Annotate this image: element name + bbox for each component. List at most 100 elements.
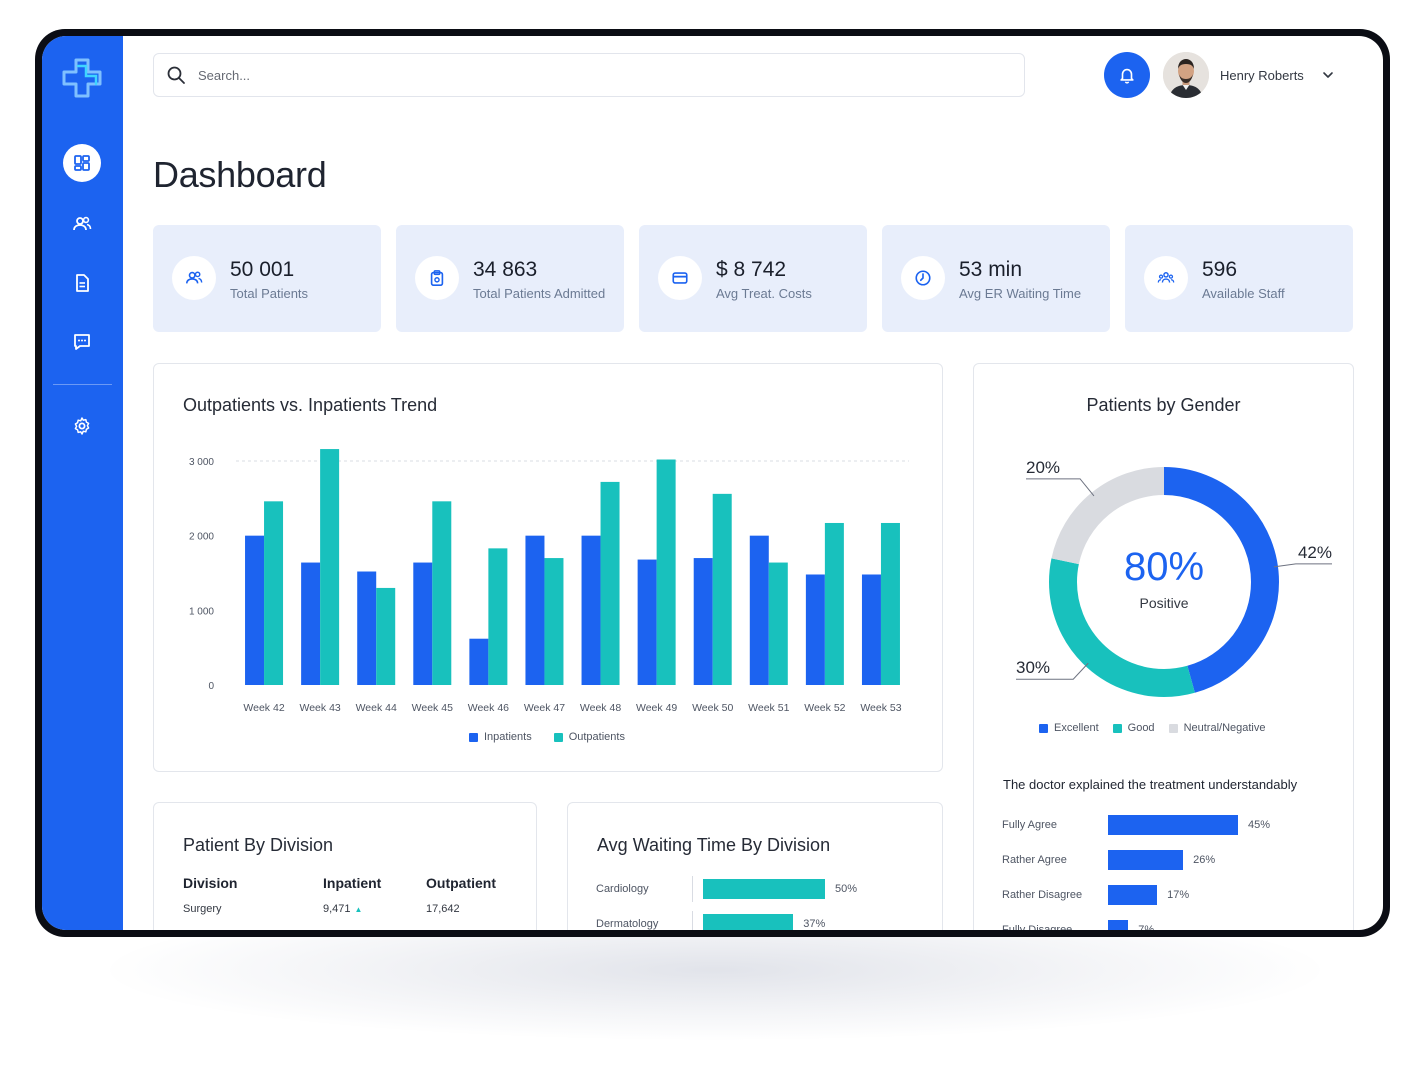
waiting-row[interactable]: Dermatology 37% [596, 911, 826, 930]
bar-outpatients[interactable] [712, 493, 732, 685]
chevron-down-icon[interactable] [1321, 68, 1335, 82]
gender-chart-title: Patients by Gender [1086, 395, 1241, 415]
stat-card-avg-costs[interactable]: $ 8 742 Avg Treat. Costs [639, 225, 867, 332]
bar-outpatients[interactable] [376, 587, 396, 685]
bar-inpatients[interactable] [413, 562, 433, 685]
bar-outpatients[interactable] [432, 501, 452, 685]
survey-row[interactable]: Fully Disagree 7% [1002, 920, 1154, 930]
user-name[interactable]: Henry Roberts [1220, 68, 1304, 83]
stat-card-er-waiting[interactable]: 53 min Avg ER Waiting Time [882, 225, 1110, 332]
x-tick-label: Week 44 [356, 702, 397, 714]
stat-icon-wrap [901, 256, 945, 300]
stat-label: Avg ER Waiting Time [959, 286, 1082, 301]
legend-swatch [1039, 723, 1048, 733]
stat-label: Avg Treat. Costs [716, 286, 812, 301]
bar-outpatients[interactable] [656, 459, 676, 685]
x-tick-label: Week 43 [300, 702, 341, 714]
legend-item-inpatients[interactable]: Inpatients [469, 731, 532, 743]
survey-row[interactable]: Rather Agree 26% [1002, 850, 1215, 870]
avatar[interactable] [1163, 52, 1209, 98]
bar-inpatients[interactable] [861, 574, 881, 685]
sidebar [42, 36, 123, 930]
x-tick-label: Week 48 [580, 702, 621, 714]
bar-inpatients[interactable] [245, 535, 265, 685]
gear-icon [74, 417, 90, 435]
nav-patients[interactable] [63, 205, 101, 243]
survey-bar[interactable] [1108, 885, 1158, 905]
bar-inpatients[interactable] [525, 535, 545, 685]
search-input[interactable] [196, 66, 980, 84]
survey-bar[interactable] [1108, 920, 1129, 930]
legend-swatch [1168, 723, 1178, 733]
bar-inpatients[interactable] [357, 571, 377, 685]
waiting-row-percent: 37% [803, 918, 826, 930]
legend-item-neutral[interactable]: Neutral/Negative [1168, 722, 1266, 734]
bar-inpatients[interactable] [637, 559, 657, 685]
donut-slice-good[interactable] [1049, 467, 1279, 697]
trend-chart-card: Outpatients vs. Inpatients Trend 3 000 2 … [153, 363, 943, 772]
bar-outpatients[interactable] [600, 481, 620, 685]
table-row[interactable]: Surgery 9,471 ▲ 17,642 [183, 903, 496, 915]
donut-slice-neutral-negative[interactable] [1049, 467, 1279, 697]
bar-outpatients[interactable] [544, 558, 564, 685]
bar-outpatients[interactable] [880, 522, 900, 685]
bar-inpatients[interactable] [469, 638, 489, 685]
search-bar[interactable] [153, 53, 1025, 97]
bar-outpatients[interactable] [824, 522, 844, 685]
stat-label: Total Patients Admitted [473, 286, 606, 301]
device-frame: Henry Roberts Dashboard 50 001 Total Pat… [35, 29, 1390, 937]
callout-line [1273, 563, 1332, 568]
bell-icon [1120, 68, 1134, 84]
bar-inpatients[interactable] [749, 535, 769, 685]
bar-inpatients[interactable] [805, 574, 825, 685]
chat-icon [74, 334, 90, 350]
stat-value: 50 001 [230, 258, 295, 281]
nav-documents[interactable] [63, 264, 101, 302]
bar-outpatients[interactable] [320, 449, 340, 685]
waiting-title: Avg Waiting Time By Division [597, 835, 831, 855]
nav-messages[interactable] [63, 323, 101, 361]
users-icon [185, 271, 203, 284]
waiting-row-label: Dermatology [596, 918, 659, 930]
column-header-outpatient[interactable]: Outpatient [426, 875, 496, 891]
credit-card-icon [672, 272, 688, 284]
waiting-bar[interactable] [703, 879, 825, 899]
stat-value: 596 [1202, 258, 1238, 281]
bar-outpatients[interactable] [488, 548, 508, 685]
stat-card-admitted[interactable]: 34 863 Total Patients Admitted [396, 225, 624, 332]
legend-swatch [553, 732, 563, 742]
waiting-row[interactable]: Cardiology 50% [596, 876, 857, 902]
bar-outpatients[interactable] [264, 501, 284, 685]
stat-value: 53 min [959, 258, 1023, 281]
legend-label: Inpatients [484, 731, 532, 743]
stat-card-available-staff[interactable]: 596 Available Staff [1125, 225, 1353, 332]
legend-swatch [1112, 723, 1122, 733]
cell-inpatient: 9,471 ▲ [323, 903, 426, 915]
survey-row[interactable]: Rather Disagree 17% [1002, 885, 1189, 905]
clock-icon [915, 270, 931, 286]
app-logo[interactable] [60, 56, 104, 100]
clipboard-icon [430, 270, 444, 287]
bar-outpatients[interactable] [768, 562, 788, 685]
bar-inpatients[interactable] [301, 562, 321, 685]
legend-item-excellent[interactable]: Excellent [1039, 722, 1099, 734]
nav-dashboard[interactable] [63, 144, 101, 182]
stat-icon-wrap [1144, 256, 1188, 300]
survey-bar[interactable] [1108, 815, 1238, 835]
legend-item-good[interactable]: Good [1112, 722, 1155, 734]
nav-settings[interactable] [63, 407, 101, 445]
survey-row-label: Fully Disagree [1002, 924, 1073, 930]
legend-item-outpatients[interactable]: Outpatients [553, 731, 625, 743]
column-header-division[interactable]: Division [183, 875, 238, 891]
column-header-inpatient[interactable]: Inpatient [323, 875, 382, 891]
waiting-bar[interactable] [703, 914, 794, 930]
slice-percent-label: 20% [1026, 458, 1060, 477]
donut-center-value: 80% [1124, 545, 1204, 589]
survey-row-percent: 17% [1167, 889, 1190, 901]
stat-card-total-patients[interactable]: 50 001 Total Patients [153, 225, 381, 332]
survey-row[interactable]: Fully Agree 45% [1002, 815, 1270, 835]
bar-inpatients[interactable] [693, 558, 713, 685]
bar-inpatients[interactable] [581, 535, 601, 685]
survey-bar[interactable] [1108, 850, 1184, 870]
notifications-button[interactable] [1104, 52, 1150, 98]
